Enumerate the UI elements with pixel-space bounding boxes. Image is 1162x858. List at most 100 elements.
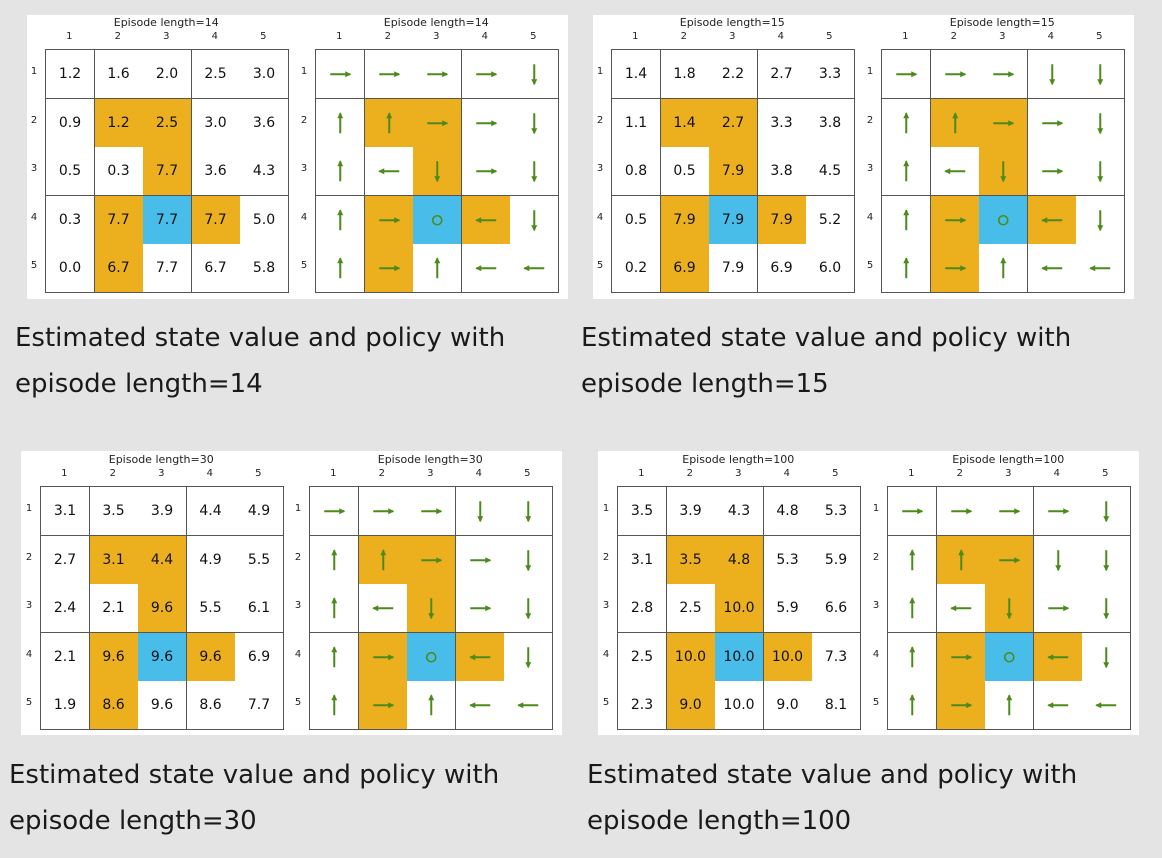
grid-cell: 0.3 xyxy=(46,195,95,245)
grid-cell: 9.6 xyxy=(138,681,187,730)
grid-cell: 3.5 xyxy=(89,487,139,536)
arrow-left-icon xyxy=(523,265,545,272)
state-value: 2.1 xyxy=(53,648,77,665)
column-label: 2 xyxy=(950,31,957,42)
stay-circle-icon xyxy=(425,651,437,663)
arrow-left-icon xyxy=(1095,702,1117,709)
forbidden-cell: 9.0 xyxy=(666,681,716,730)
grid-cell: 5.9 xyxy=(763,584,813,633)
arrow-right-icon xyxy=(469,605,491,612)
state-value: 4.9 xyxy=(247,503,271,519)
forbidden-cell xyxy=(413,98,462,148)
forbidden-cell: 6.7 xyxy=(94,244,144,293)
grid-cell xyxy=(504,584,553,633)
column-label: 2 xyxy=(109,468,116,479)
state-value: 6.1 xyxy=(247,600,271,616)
row-label: 4 xyxy=(872,648,880,660)
grid-cell: 5.3 xyxy=(812,487,861,536)
state-value: 7.3 xyxy=(824,648,848,665)
value-grid-title: Episode length=15 xyxy=(679,16,785,29)
grid-cell xyxy=(1076,98,1125,148)
arrow-right-icon xyxy=(999,508,1021,515)
value-grid-title: Episode length=100 xyxy=(682,453,795,466)
column-label: 4 xyxy=(211,31,218,42)
row-label: 4 xyxy=(596,211,604,223)
grid-cell: 2.4 xyxy=(41,584,90,633)
state-value: 0.5 xyxy=(58,163,82,179)
state-value: 7.9 xyxy=(770,211,793,228)
grid-cell xyxy=(936,584,986,633)
grid-cell xyxy=(888,535,937,585)
grid-cell xyxy=(936,487,986,536)
grid-cell xyxy=(930,50,980,99)
row-label: 2 xyxy=(25,551,33,563)
grid-cell xyxy=(510,50,559,99)
grid-cell xyxy=(504,681,553,730)
arrow-down-icon xyxy=(531,209,538,231)
grid-cell: 3.6 xyxy=(191,147,241,196)
arrow-down-icon xyxy=(1103,646,1110,668)
arrow-down-icon xyxy=(1097,161,1104,183)
state-value: 2.7 xyxy=(53,551,77,568)
column-label: 4 xyxy=(206,468,213,479)
column-label: 1 xyxy=(66,31,73,42)
state-value: 6.9 xyxy=(770,260,793,276)
forbidden-cell xyxy=(930,98,980,148)
row-label: 5 xyxy=(602,697,610,709)
forbidden-cell xyxy=(1027,195,1077,245)
row-label: 2 xyxy=(30,114,38,126)
arrow-right-icon xyxy=(944,216,966,223)
state-value: 10.0 xyxy=(723,648,755,665)
state-value: 3.5 xyxy=(679,551,702,568)
grid-cell: 0.5 xyxy=(612,195,661,245)
forbidden-cell xyxy=(407,584,456,633)
target-cell xyxy=(985,632,1034,682)
forbidden-cell: 10.0 xyxy=(763,632,813,682)
grid-cell xyxy=(510,195,559,245)
state-value: 1.4 xyxy=(624,66,648,82)
grid-cell: 9.0 xyxy=(763,681,813,730)
column-label: 4 xyxy=(1053,468,1060,479)
forbidden-cell: 1.2 xyxy=(94,98,144,148)
grid-cell xyxy=(455,535,505,585)
grid-cell xyxy=(1027,147,1077,196)
arrow-up-icon xyxy=(337,208,344,230)
forbidden-cell xyxy=(461,195,511,245)
column-label: 5 xyxy=(524,468,531,479)
arrow-up-icon xyxy=(331,694,338,716)
column-label: 5 xyxy=(530,31,537,42)
arrow-down-icon xyxy=(434,161,441,183)
state-value: 0.2 xyxy=(624,260,648,276)
grid-cell xyxy=(1027,50,1077,99)
forbidden-cell xyxy=(413,147,462,196)
state-value: 2.8 xyxy=(630,600,654,616)
arrow-down-icon xyxy=(1000,161,1007,183)
state-value: 7.7 xyxy=(107,211,130,228)
state-value: 9.6 xyxy=(150,697,174,713)
grid-cell: 5.2 xyxy=(806,195,855,245)
arrow-up-icon xyxy=(337,257,344,279)
state-value: 5.9 xyxy=(776,600,799,616)
state-value: 5.5 xyxy=(247,551,271,568)
arrow-right-icon xyxy=(950,653,972,660)
arrow-down-icon xyxy=(1097,209,1104,231)
row-label: 2 xyxy=(602,551,610,563)
arrow-left-icon xyxy=(468,653,490,660)
forbidden-cell: 7.7 xyxy=(191,195,241,245)
caption-line-1: Estimated state value and policy with xyxy=(581,323,1072,353)
state-value: 2.5 xyxy=(155,114,179,131)
grid-cell: 0.8 xyxy=(612,147,661,196)
state-value: 0.3 xyxy=(58,211,82,228)
grid-cell xyxy=(985,681,1034,730)
grid-cell xyxy=(316,98,365,148)
grid-cell: 5.5 xyxy=(235,535,284,585)
arrow-up-icon xyxy=(331,548,338,570)
state-value: 2.0 xyxy=(155,66,179,82)
state-value: 7.9 xyxy=(721,211,745,228)
column-label: 3 xyxy=(999,31,1006,42)
forbidden-cell: 6.9 xyxy=(660,244,710,293)
value-grid: 3.1 3.5 3.9 4.4 4.9 2.7 3.1 4.4 4.9 5.5 2.4 2.1 9.6 5… xyxy=(40,486,284,730)
forbidden-cell: 9.6 xyxy=(186,632,236,682)
column-label: 4 xyxy=(783,468,790,479)
grid-cell xyxy=(882,195,931,245)
